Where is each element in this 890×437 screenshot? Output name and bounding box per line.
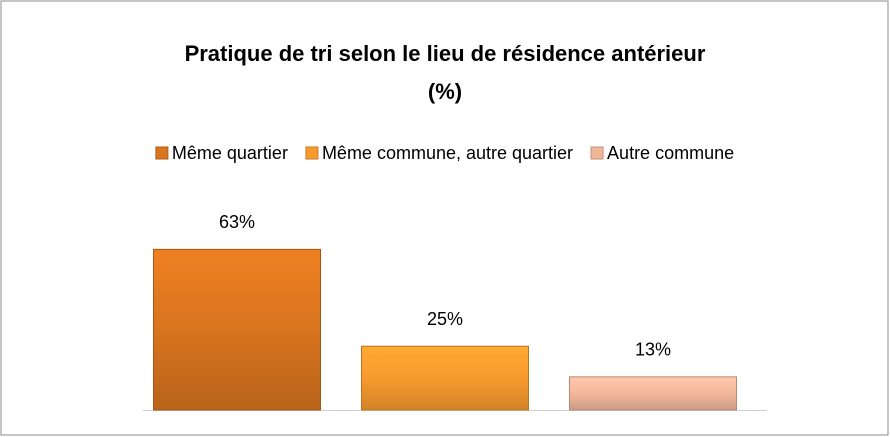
data-label: 13% <box>635 340 671 360</box>
legend-label: Même quartier <box>172 143 288 163</box>
legend-label: Même commune, autre quartier <box>322 143 573 163</box>
bar <box>153 248 321 411</box>
legend-marker <box>590 146 604 160</box>
chart-title: (%) <box>428 79 462 104</box>
legend-marker <box>305 146 319 160</box>
legend-marker <box>155 146 169 160</box>
bar <box>361 345 529 411</box>
bar <box>569 376 737 411</box>
legend-label: Autre commune <box>607 143 734 163</box>
data-label: 63% <box>219 212 255 232</box>
data-label: 25% <box>427 309 463 329</box>
chart-title: Pratique de tri selon le lieu de résiden… <box>185 41 706 66</box>
